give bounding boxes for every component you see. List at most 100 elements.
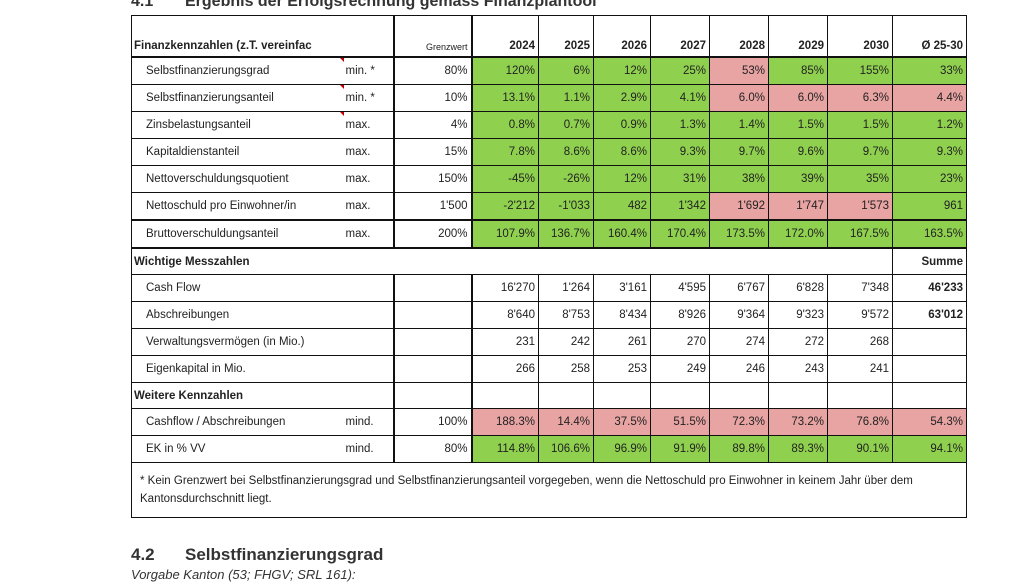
row-label: Cashflow / Abschreibungen [131, 408, 344, 436]
value-cell: 9.3% [892, 138, 967, 166]
value-cell: 38% [709, 165, 769, 193]
comment-indicator-icon[interactable] [338, 85, 344, 91]
empty-cell [392, 382, 473, 409]
value-cell: 1.5% [768, 111, 828, 139]
column-header-year: 2027 [650, 15, 710, 58]
table-row: EK in % VV mind. 80% 114.8% 106.6% 96.9% 91.9%… [131, 435, 967, 463]
table-row: Bruttoverschuldungsanteil max. 200% 107.9% 1… [131, 219, 967, 249]
value-cell: 155% [827, 56, 893, 85]
section-row-weitere: Weitere Kennzahlen [131, 382, 967, 409]
value-cell: 1'747 [768, 192, 828, 221]
finanzkennzahlen-table: Finanzkennzahlen (z.T. vereinfac Grenzwer… [131, 15, 967, 518]
value-cell: 0.9% [593, 111, 651, 139]
value-cell: 16'270 [471, 274, 539, 302]
value-cell: 14.4% [538, 408, 594, 436]
value-cell: 8'753 [538, 301, 594, 329]
value-cell: 96.9% [593, 435, 651, 463]
section-heading-4-1: 4.1 Ergebnis der Erfolgsrechnung gemäss F… [131, 0, 597, 11]
row-label: Selbstfinanzierungsanteil [131, 84, 344, 112]
value-cell: 136.7% [538, 219, 594, 249]
row-grenzwert: 10% [392, 84, 473, 112]
value-cell: 89.3% [768, 435, 828, 463]
section-row-messzahlen: Wichtige Messzahlen Summe [131, 247, 967, 275]
row-qualifier: max. [343, 219, 395, 249]
value-cell: 31% [650, 165, 710, 193]
row-grenzwert [392, 274, 473, 302]
value-cell: 0.7% [538, 111, 594, 139]
value-cell: 72.3% [709, 408, 769, 436]
table-row: Cashflow / Abschreibungen mind. 100% 188.3%… [131, 408, 967, 436]
value-cell: 51.5% [650, 408, 710, 436]
row-qualifier: max. [343, 165, 395, 193]
value-cell: 107.9% [471, 219, 539, 249]
value-cell: 85% [768, 56, 828, 85]
comment-indicator-icon[interactable] [338, 112, 344, 118]
value-cell: 1.4% [709, 111, 769, 139]
row-qualifier: max. [343, 138, 395, 166]
row-qualifier: mind. [343, 435, 395, 463]
row-qualifier: max. [343, 192, 395, 221]
value-cell: 242 [538, 328, 594, 356]
value-cell: 46'233 [892, 274, 967, 302]
row-label: Nettoverschuldungsquotient [131, 165, 344, 193]
value-cell: 9'323 [768, 301, 828, 329]
value-cell: 270 [650, 328, 710, 356]
value-cell: 1'342 [650, 192, 710, 221]
value-cell: 246 [709, 355, 769, 383]
empty-cell [650, 382, 710, 409]
column-header-label: Finanzkennzahlen (z.T. vereinfac [131, 15, 394, 58]
value-cell: 253 [593, 355, 651, 383]
value-cell: 1'264 [538, 274, 594, 302]
footnote-row: * Kein Grenzwert bei Selbstfinanzierungs… [131, 462, 967, 518]
value-cell: 170.4% [650, 219, 710, 249]
value-cell: -45% [471, 165, 539, 193]
value-cell: 243 [768, 355, 828, 383]
value-cell: 3'161 [593, 274, 651, 302]
value-cell: 12% [593, 56, 651, 85]
value-cell: 35% [827, 165, 893, 193]
row-label: Abschreibungen [131, 301, 395, 329]
value-cell: 173.5% [709, 219, 769, 249]
value-cell: -2'212 [471, 192, 539, 221]
section-number: 4.1 [131, 0, 154, 10]
value-cell: 8'640 [471, 301, 539, 329]
row-label: Bruttoverschuldungsanteil [131, 219, 344, 249]
column-header-year: 2025 [538, 15, 594, 58]
empty-cell [768, 382, 828, 409]
table-row: Verwaltungsvermögen (in Mio.) 231 242 261 27… [131, 328, 967, 356]
section-title: Wichtige Messzahlen [131, 247, 893, 275]
value-cell: 8.6% [593, 138, 651, 166]
value-cell: 188.3% [471, 408, 539, 436]
column-header-year: 2026 [593, 15, 651, 58]
value-cell: 6'767 [709, 274, 769, 302]
value-cell: 272 [768, 328, 828, 356]
empty-cell [892, 382, 967, 409]
value-cell: 1.2% [892, 111, 967, 139]
value-cell: 4.4% [892, 84, 967, 112]
row-grenzwert [392, 355, 473, 383]
value-cell: 73.2% [768, 408, 828, 436]
value-cell: 7.8% [471, 138, 539, 166]
value-cell: 163.5% [892, 219, 967, 249]
value-cell: 76.8% [827, 408, 893, 436]
table-row: Nettoschuld pro Einwohner/in max. 1'500 -2'… [131, 192, 967, 221]
row-grenzwert: 200% [392, 219, 473, 249]
value-cell: 13.1% [471, 84, 539, 112]
value-cell: 9'572 [827, 301, 893, 329]
value-cell: 1'692 [709, 192, 769, 221]
empty-cell [471, 382, 539, 409]
section-title: Selbstfinanzierungsgrad [185, 545, 384, 564]
value-cell: 1.1% [538, 84, 594, 112]
value-cell: 6% [538, 56, 594, 85]
comment-indicator-icon[interactable] [338, 57, 344, 64]
row-label: Cash Flow [131, 274, 395, 302]
column-header-grenzwert: Grenzwert [392, 15, 473, 58]
value-cell: 7'348 [827, 274, 893, 302]
row-label: EK in % VV [131, 435, 344, 463]
column-header-year: 2028 [709, 15, 769, 58]
value-cell: 63'012 [892, 301, 967, 329]
value-cell: 114.8% [471, 435, 539, 463]
row-label: Kapitaldienstanteil [131, 138, 344, 166]
column-header-year: 2030 [827, 15, 893, 58]
value-cell: 53% [709, 56, 769, 85]
